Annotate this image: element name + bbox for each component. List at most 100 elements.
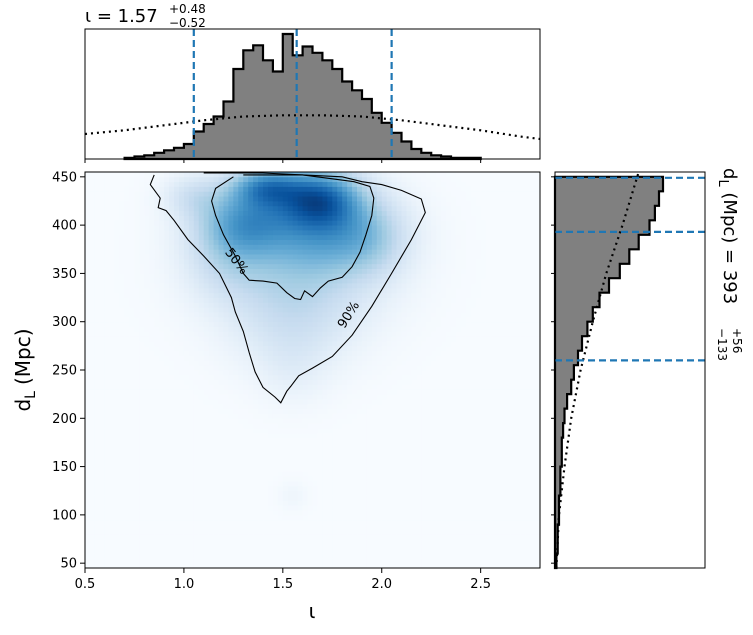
density-cell <box>154 205 160 212</box>
density-cell <box>332 452 338 458</box>
density-cell <box>124 365 130 371</box>
density-cell <box>218 336 224 342</box>
density-cell <box>129 408 135 414</box>
density-cell <box>119 273 125 279</box>
density-cell <box>342 543 348 550</box>
density-cell <box>213 423 219 429</box>
iota-summary-minus: −0.52 <box>169 16 206 30</box>
density-cell <box>208 268 214 274</box>
density-cell <box>188 191 195 197</box>
density-cell <box>287 220 294 226</box>
density-cell <box>114 384 121 390</box>
density-cell <box>312 345 318 352</box>
density-cell <box>198 297 205 303</box>
density-cell <box>267 500 274 506</box>
density-cell <box>243 539 249 545</box>
density-cell <box>366 196 373 202</box>
density-cell <box>228 302 234 308</box>
density-cell <box>223 408 229 414</box>
density-cell <box>144 529 150 535</box>
density-cell <box>213 287 219 294</box>
density-cell <box>361 461 368 467</box>
density-cell <box>347 312 353 318</box>
density-cell <box>312 321 318 327</box>
density-cell <box>109 196 116 202</box>
density-cell <box>193 283 200 289</box>
density-cell <box>188 283 195 289</box>
density-cell <box>99 321 106 327</box>
density-cell <box>287 408 294 414</box>
density-cell <box>174 278 180 284</box>
density-cell <box>238 543 244 550</box>
density-cell <box>292 500 299 506</box>
density-cell <box>361 292 368 298</box>
density-cell <box>159 239 165 245</box>
density-cell <box>208 172 214 178</box>
density-cell <box>85 268 91 274</box>
density-cell <box>337 341 343 347</box>
density-cell <box>134 196 140 202</box>
density-cell <box>302 258 308 265</box>
density-cell <box>154 423 160 429</box>
density-cell <box>198 312 205 318</box>
density-cell <box>178 336 185 342</box>
density-cell <box>243 481 249 487</box>
density-cell <box>188 485 195 492</box>
density-cell <box>124 336 130 342</box>
density-cell <box>361 321 368 327</box>
density-cell <box>352 326 358 332</box>
density-cell <box>124 225 130 231</box>
density-cell <box>292 239 299 245</box>
density-cell <box>238 220 244 226</box>
density-cell <box>312 471 318 477</box>
density-cell <box>258 471 264 477</box>
density-cell <box>277 529 284 535</box>
density-cell <box>109 543 116 550</box>
density-cell <box>114 191 121 197</box>
density-cell <box>277 374 284 381</box>
density-cell <box>104 200 111 207</box>
density-cell <box>376 316 383 323</box>
density-cell <box>114 345 121 352</box>
density-cell <box>253 447 259 453</box>
density-cell <box>327 394 333 400</box>
density-cell <box>188 331 195 337</box>
density-cell <box>292 476 299 482</box>
density-cell <box>183 341 190 347</box>
density-cell <box>371 403 378 410</box>
density-cell <box>258 500 264 506</box>
density-cell <box>129 229 135 236</box>
density-cell <box>198 379 205 385</box>
density-cell <box>213 558 219 564</box>
density-cell <box>114 408 121 414</box>
density-cell <box>258 287 264 294</box>
density-cell <box>267 215 274 221</box>
iota-prior-curve <box>84 114 541 141</box>
density-cell <box>139 307 145 313</box>
density-cell <box>317 490 323 496</box>
density-cell <box>228 345 234 352</box>
density-cell <box>322 442 328 448</box>
density-cell <box>327 341 333 347</box>
density-cell <box>297 365 304 371</box>
density-cell <box>208 316 214 323</box>
density-cell <box>312 490 318 496</box>
density-cell <box>366 485 373 492</box>
density-cell <box>277 249 284 255</box>
density-cell <box>352 456 358 463</box>
density-cell <box>366 505 373 511</box>
density-cell <box>282 384 289 390</box>
density-cell <box>104 495 111 501</box>
density-cell <box>277 418 284 424</box>
density-cell <box>188 215 195 221</box>
density-cell <box>253 418 259 424</box>
density-cell <box>188 456 195 463</box>
density-cell <box>218 278 224 284</box>
density-cell <box>302 302 308 308</box>
density-cell <box>267 471 274 477</box>
density-cell <box>376 524 383 530</box>
density-cell <box>337 485 343 492</box>
density-cell <box>99 196 106 202</box>
density-cell <box>159 539 165 545</box>
density-cell <box>302 360 308 366</box>
